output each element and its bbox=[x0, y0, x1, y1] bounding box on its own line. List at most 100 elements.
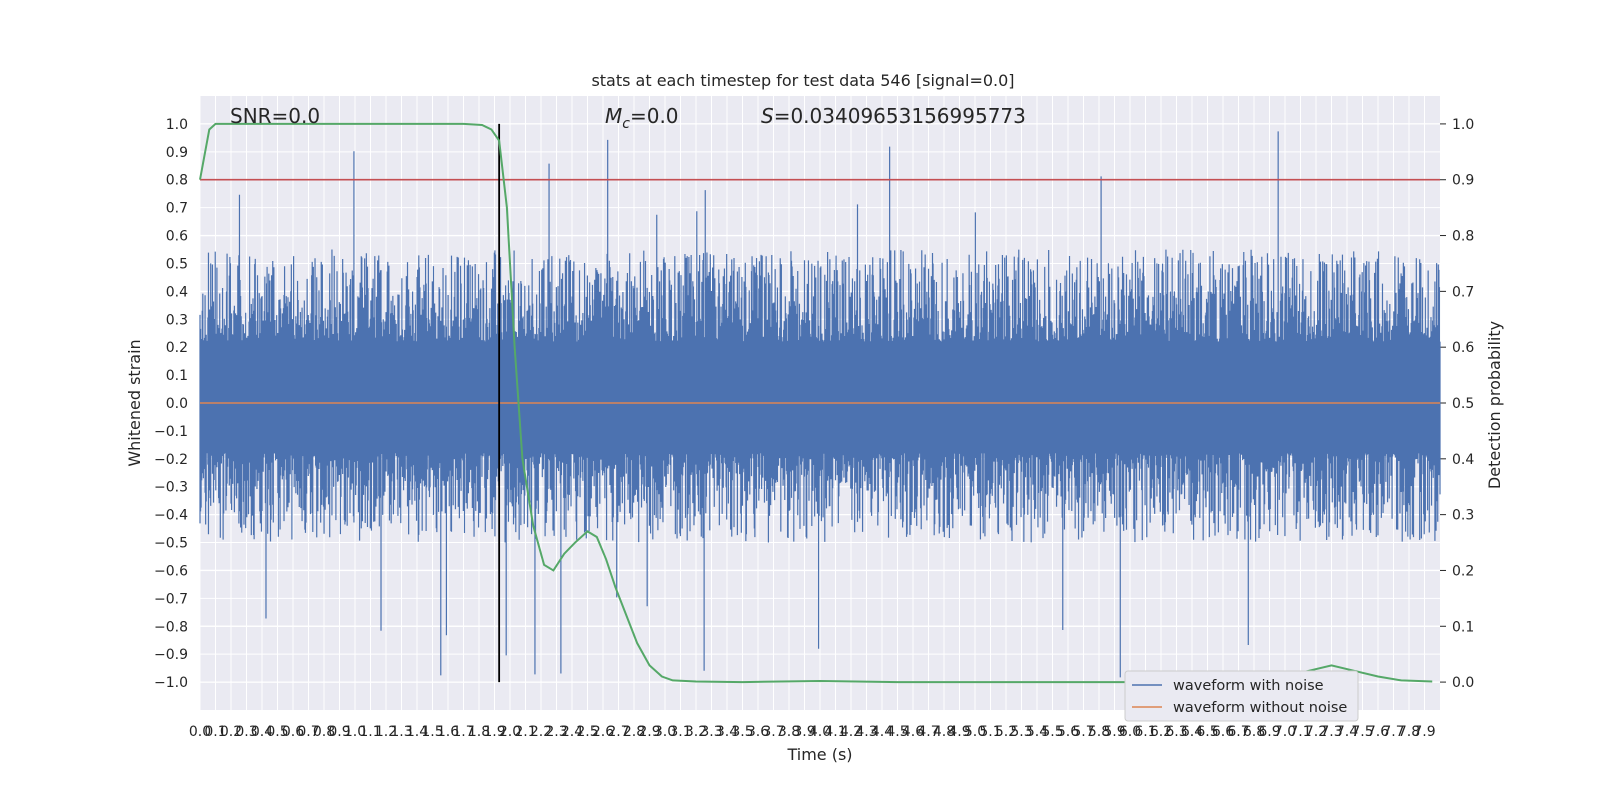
x-tick-label: 2.2 bbox=[530, 724, 552, 740]
x-tick-label: 7.6 bbox=[1367, 724, 1389, 740]
x-tick-label: 3.0 bbox=[654, 724, 676, 740]
x-tick-label: 6.6 bbox=[1212, 724, 1234, 740]
left-y-axis-label: Whitened strain bbox=[125, 339, 144, 466]
x-tick-label: 7.3 bbox=[1320, 724, 1342, 740]
x-tick-label: 6.3 bbox=[1165, 724, 1187, 740]
left-y-tick-label: 0.8 bbox=[166, 173, 188, 189]
left-y-tick-label: −0.6 bbox=[154, 563, 188, 579]
statistic-value: =0.03409653156995773 bbox=[774, 104, 1026, 128]
x-tick-label: 4.5 bbox=[886, 724, 908, 740]
x-tick-label: 0.1 bbox=[204, 724, 226, 740]
x-tick-label: 5.6 bbox=[1057, 724, 1079, 740]
left-y-tick-label: 0.7 bbox=[166, 201, 188, 217]
x-tick-label: 3.5 bbox=[731, 724, 753, 740]
left-y-tick-label: −0.9 bbox=[154, 647, 188, 663]
x-tick-label: 1.5 bbox=[421, 724, 443, 740]
x-tick-label: 7.5 bbox=[1351, 724, 1373, 740]
legend: waveform with noise waveform without noi… bbox=[1124, 670, 1359, 722]
x-tick-label: 4.0 bbox=[809, 724, 831, 740]
x-tick-label: 5.1 bbox=[979, 724, 1001, 740]
x-tick-label: 0.2 bbox=[220, 724, 242, 740]
x-tick-label: 2.1 bbox=[514, 724, 536, 740]
left-y-tick-label: −0.7 bbox=[154, 591, 188, 607]
x-tick-label: 5.2 bbox=[995, 724, 1017, 740]
x-tick-label: 5.8 bbox=[1088, 724, 1110, 740]
noise-waveform-path bbox=[199, 131, 1441, 678]
x-tick-label: 2.0 bbox=[499, 724, 521, 740]
x-tick-label: 1.9 bbox=[483, 724, 505, 740]
x-tick-label: 4.8 bbox=[933, 724, 955, 740]
chirp-mass-symbol: M bbox=[605, 104, 622, 128]
x-tick-label: 0.9 bbox=[328, 724, 350, 740]
x-tick-label: 3.8 bbox=[778, 724, 800, 740]
x-tick-label: 2.8 bbox=[623, 724, 645, 740]
x-tick-label: 4.1 bbox=[824, 724, 846, 740]
chirp-mass-value: =0.0 bbox=[630, 104, 679, 128]
left-y-tick-label: 0.0 bbox=[166, 396, 188, 412]
left-y-tick-label: −1.0 bbox=[154, 675, 188, 691]
right-y-tick-label: 0.7 bbox=[1452, 284, 1474, 300]
x-tick-label: 7.1 bbox=[1289, 724, 1311, 740]
right-y-tick-label: 0.6 bbox=[1452, 340, 1474, 356]
left-y-tick-label: 0.1 bbox=[166, 368, 188, 384]
x-tick-label: 6.4 bbox=[1181, 724, 1203, 740]
right-y-tick-label: 0.1 bbox=[1452, 619, 1474, 635]
x-tick-label: 1.3 bbox=[390, 724, 412, 740]
right-y-tick-label: 0.8 bbox=[1452, 229, 1474, 245]
left-y-tick-label: 1.0 bbox=[166, 117, 188, 133]
x-tick-label: 6.2 bbox=[1150, 724, 1172, 740]
left-y-tick-label: −0.3 bbox=[154, 480, 188, 496]
x-tick-label: 1.2 bbox=[375, 724, 397, 740]
x-tick-label: 0.8 bbox=[313, 724, 335, 740]
x-tick-label: 4.9 bbox=[948, 724, 970, 740]
x-tick-label: 5.7 bbox=[1072, 724, 1094, 740]
left-y-tick-label: −0.5 bbox=[154, 536, 188, 552]
right-y-tick-label: 0.2 bbox=[1452, 563, 1474, 579]
right-y-tick-label: 0.4 bbox=[1452, 452, 1474, 468]
x-tick-label: 1.0 bbox=[344, 724, 366, 740]
right-y-tick-label: 0.0 bbox=[1452, 675, 1474, 691]
x-tick-label: 2.5 bbox=[576, 724, 598, 740]
x-tick-label: 7.2 bbox=[1305, 724, 1327, 740]
left-y-tick-label: −0.1 bbox=[154, 424, 188, 440]
left-y-tick-label: 0.2 bbox=[166, 340, 188, 356]
x-tick-label: 5.9 bbox=[1103, 724, 1125, 740]
x-tick-label: 7.9 bbox=[1413, 724, 1435, 740]
x-tick-label: 4.6 bbox=[902, 724, 924, 740]
left-y-tick-label: −0.8 bbox=[154, 619, 188, 635]
x-axis-label: Time (s) bbox=[786, 745, 852, 764]
x-tick-label: 6.8 bbox=[1243, 724, 1265, 740]
legend-box bbox=[1124, 670, 1359, 722]
x-tick-label: 6.7 bbox=[1227, 724, 1249, 740]
x-tick-label: 7.0 bbox=[1274, 724, 1296, 740]
x-tick-label: 6.1 bbox=[1134, 724, 1156, 740]
x-tick-label: 5.0 bbox=[964, 724, 986, 740]
x-tick-label: 3.6 bbox=[747, 724, 769, 740]
right-y-tick-label: 0.9 bbox=[1452, 173, 1474, 189]
x-tick-label: 2.3 bbox=[545, 724, 567, 740]
x-tick-label: 3.9 bbox=[793, 724, 815, 740]
x-tick-label: 1.1 bbox=[359, 724, 381, 740]
chirp-mass-subscript: c bbox=[622, 116, 630, 132]
statistic-symbol: S bbox=[761, 104, 774, 128]
left-y-tick-label: 0.6 bbox=[166, 229, 188, 245]
x-tick-label: 2.6 bbox=[592, 724, 614, 740]
left-y-tick-label: −0.4 bbox=[154, 508, 188, 524]
waveform-with-noise-series bbox=[199, 131, 1441, 678]
x-tick-label: 4.2 bbox=[840, 724, 862, 740]
x-tick-label: 4.7 bbox=[917, 724, 939, 740]
x-tick-label: 3.3 bbox=[700, 724, 722, 740]
x-tick-label: 2.4 bbox=[561, 724, 583, 740]
x-tick-label: 1.6 bbox=[437, 724, 459, 740]
legend-label-noise: waveform with noise bbox=[1173, 678, 1324, 694]
x-tick-label: 7.7 bbox=[1382, 724, 1404, 740]
x-tick-label: 0.3 bbox=[235, 724, 257, 740]
x-tick-label: 1.8 bbox=[468, 724, 490, 740]
x-tick-label: 2.7 bbox=[607, 724, 629, 740]
right-y-tick-label: 0.3 bbox=[1452, 508, 1474, 524]
chart-title: stats at each timestep for test data 546… bbox=[591, 71, 1014, 90]
x-tick-label: 0.0 bbox=[189, 724, 211, 740]
x-tick-label: 6.0 bbox=[1119, 724, 1141, 740]
left-y-tick-label: 0.4 bbox=[166, 284, 188, 300]
